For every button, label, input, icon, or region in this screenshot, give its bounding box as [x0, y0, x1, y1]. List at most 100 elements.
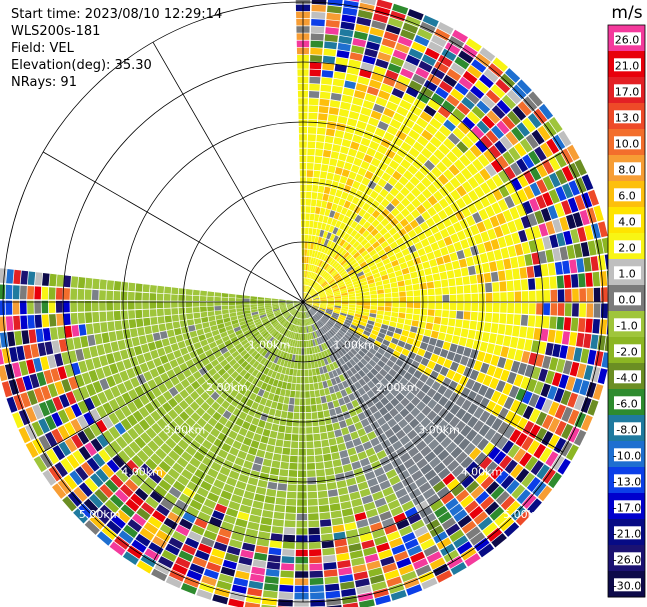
velocity-gate	[346, 316, 353, 322]
velocity-gate	[440, 228, 450, 239]
velocity-gate	[6, 396, 18, 413]
velocity-gate	[315, 243, 321, 251]
velocity-gate	[600, 287, 608, 302]
velocity-gate	[437, 209, 448, 220]
velocity-gate	[426, 551, 442, 564]
velocity-gate	[463, 442, 476, 456]
velocity-gate	[235, 518, 248, 528]
velocity-gate	[238, 556, 253, 566]
velocity-gate	[331, 284, 338, 289]
velocity-gate	[102, 416, 114, 429]
velocity-gate	[221, 443, 232, 453]
velocity-gate	[164, 286, 172, 294]
velocity-gate	[144, 414, 156, 427]
velocity-gate	[299, 319, 302, 326]
velocity-gate	[367, 180, 377, 190]
velocity-gate	[496, 99, 511, 115]
velocity-gate	[33, 456, 47, 473]
velocity-gate	[354, 232, 362, 241]
velocity-gate	[303, 292, 307, 300]
velocity-gate	[77, 400, 89, 414]
velocity-gate	[313, 440, 322, 448]
velocity-gate	[142, 301, 149, 309]
velocity-gate	[412, 73, 426, 85]
velocity-gate	[469, 275, 478, 284]
velocity-gate	[106, 280, 114, 290]
velocity-gate	[425, 142, 437, 154]
velocity-gate	[423, 351, 433, 360]
velocity-gate	[456, 285, 464, 294]
velocity-gate	[471, 293, 479, 302]
velocity-gate	[367, 279, 375, 285]
velocity-gate	[163, 345, 173, 354]
velocity-gate	[145, 496, 159, 509]
velocity-gate	[40, 385, 52, 401]
velocity-gate	[208, 367, 217, 377]
velocity-gate	[474, 80, 490, 94]
velocity-gate	[395, 429, 406, 440]
velocity-gate	[349, 550, 364, 559]
velocity-gate	[309, 69, 321, 77]
velocity-gate	[383, 245, 392, 253]
velocity-gate	[411, 277, 419, 285]
velocity-gate	[455, 408, 467, 420]
velocity-gate	[92, 380, 103, 394]
velocity-gate	[371, 344, 380, 352]
velocity-gate	[515, 432, 528, 447]
velocity-gate	[94, 333, 103, 345]
velocity-gate	[442, 454, 455, 467]
velocity-gate	[328, 330, 335, 337]
velocity-gate	[577, 226, 587, 242]
velocity-gate	[348, 111, 360, 120]
velocity-gate	[238, 317, 246, 323]
velocity-gate	[210, 359, 220, 367]
velocity-gate	[146, 360, 156, 370]
velocity-gate	[540, 142, 553, 158]
velocity-gate	[469, 320, 477, 330]
velocity-gate	[557, 458, 571, 475]
velocity-gate	[510, 464, 524, 479]
velocity-gate	[283, 374, 289, 382]
velocity-gate	[477, 283, 485, 293]
velocity-gate	[580, 242, 590, 257]
velocity-gate	[82, 347, 92, 360]
velocity-gate	[276, 432, 285, 440]
velocity-gate	[147, 440, 159, 452]
velocity-gate	[304, 304, 308, 311]
velocity-gate	[269, 318, 277, 323]
velocity-gate	[331, 85, 343, 94]
velocity-gate	[337, 281, 345, 286]
velocity-gate	[511, 484, 526, 500]
velocity-gate	[509, 206, 520, 220]
velocity-gate	[78, 360, 88, 373]
velocity-gate	[139, 482, 153, 495]
velocity-gate	[411, 187, 421, 198]
velocity-gate	[298, 326, 301, 333]
velocity-gate	[465, 526, 481, 540]
velocity-gate	[386, 236, 395, 245]
range-ring-label: 4.00km	[121, 466, 163, 479]
velocity-gate	[315, 353, 320, 361]
velocity-gate	[326, 172, 334, 181]
velocity-gate	[357, 339, 365, 347]
velocity-gate	[513, 279, 521, 291]
velocity-gate	[244, 363, 252, 372]
velocity-gate	[433, 462, 446, 474]
velocity-gate	[356, 302, 363, 306]
velocity-gate	[318, 309, 325, 313]
velocity-gate	[31, 421, 44, 437]
velocity-gate	[497, 236, 507, 248]
velocity-gate	[306, 311, 310, 318]
velocity-gate	[131, 336, 140, 347]
velocity-gate	[307, 287, 312, 294]
velocity-gate	[232, 339, 241, 347]
velocity-gate	[342, 261, 349, 268]
velocity-gate	[260, 329, 268, 336]
velocity-gate	[333, 325, 340, 332]
velocity-gate	[363, 298, 371, 302]
velocity-gate	[220, 331, 228, 338]
velocity-gate	[427, 183, 438, 195]
velocity-gate	[405, 391, 415, 402]
velocity-gate	[491, 533, 507, 548]
velocity-gate	[383, 182, 394, 192]
